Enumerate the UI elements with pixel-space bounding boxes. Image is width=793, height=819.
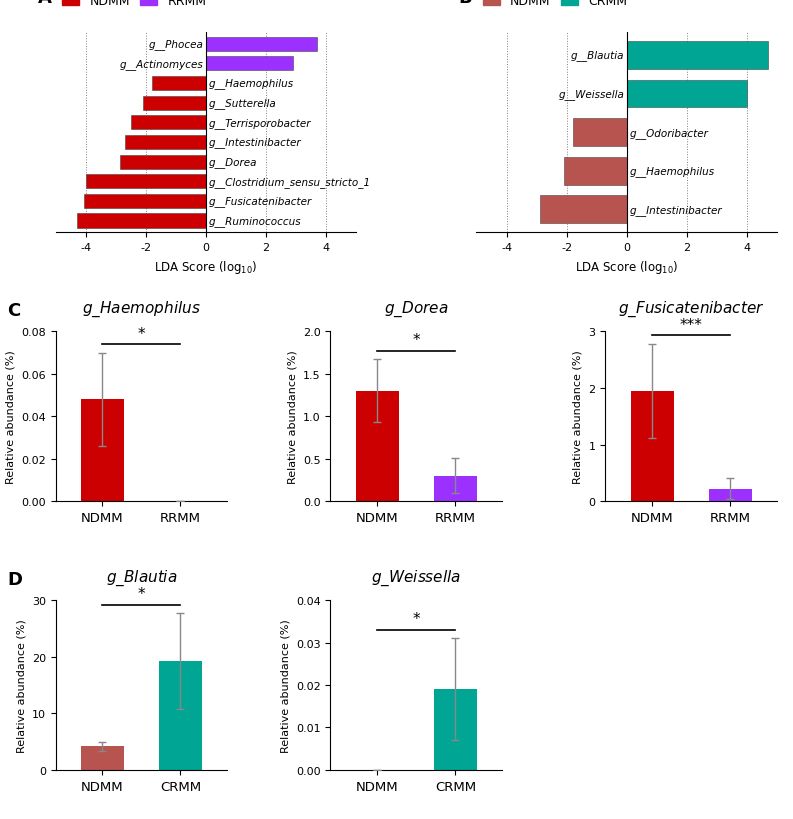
Text: g__Terrisporobacter: g__Terrisporobacter (209, 118, 311, 129)
Bar (206, 57, 293, 71)
Bar (626, 42, 768, 70)
Bar (573, 119, 626, 147)
Text: B: B (458, 0, 472, 7)
Text: *: * (412, 333, 420, 348)
Bar (434, 476, 477, 501)
Bar (81, 746, 124, 770)
Text: g__Ruminococcus: g__Ruminococcus (209, 216, 301, 227)
Title: $\it{g\_Dorea}$: $\it{g\_Dorea}$ (384, 300, 449, 319)
Bar (81, 400, 124, 501)
Bar (151, 77, 206, 91)
Text: C: C (7, 301, 21, 319)
Y-axis label: Relative abundance (%): Relative abundance (%) (281, 618, 290, 752)
Bar (86, 175, 206, 189)
X-axis label: LDA Score (log$_{10}$): LDA Score (log$_{10}$) (575, 258, 679, 275)
Bar (84, 195, 206, 209)
Text: ***: *** (680, 318, 703, 333)
Bar (434, 690, 477, 770)
Text: g__Haemophilus: g__Haemophilus (629, 166, 714, 177)
Bar (143, 97, 206, 111)
Y-axis label: Relative abundance (%): Relative abundance (%) (287, 350, 297, 483)
Bar (159, 662, 202, 770)
Legend: NDMM, RRMM: NDMM, RRMM (62, 0, 206, 8)
Bar (630, 391, 674, 501)
Text: g__Haemophilus: g__Haemophilus (209, 79, 293, 89)
Bar (125, 136, 206, 150)
Text: *: * (138, 586, 145, 601)
Bar (356, 391, 399, 501)
Text: g__Phocea: g__Phocea (148, 39, 204, 50)
Bar (131, 116, 206, 130)
Title: $\it{g\_Fusicatenibacter}$: $\it{g\_Fusicatenibacter}$ (618, 300, 764, 319)
Bar (539, 196, 626, 224)
Title: $\it{g\_Blautia}$: $\it{g\_Blautia}$ (105, 568, 177, 587)
Bar (626, 80, 747, 108)
Bar (77, 215, 206, 229)
Text: g__Intestinibacter: g__Intestinibacter (629, 205, 722, 215)
X-axis label: LDA Score (log$_{10}$): LDA Score (log$_{10}$) (154, 258, 258, 275)
Text: g__Weissella: g__Weissella (558, 89, 624, 100)
Y-axis label: Relative abundance (%): Relative abundance (%) (573, 350, 583, 483)
Text: g__Sutterella: g__Sutterella (209, 98, 276, 109)
Text: g__Blautia: g__Blautia (571, 51, 624, 61)
Bar (121, 156, 206, 170)
Text: D: D (7, 570, 22, 588)
Y-axis label: Relative abundance (%): Relative abundance (%) (6, 350, 16, 483)
Text: g__Actinomyces: g__Actinomyces (120, 59, 204, 70)
Bar (206, 38, 317, 52)
Y-axis label: Relative abundance (%): Relative abundance (%) (16, 618, 26, 752)
Text: *: * (412, 612, 420, 627)
Title: $\it{g\_Weissella}$: $\it{g\_Weissella}$ (371, 568, 462, 587)
Legend: NDMM, CRMM: NDMM, CRMM (483, 0, 627, 8)
Bar (709, 489, 752, 501)
Text: *: * (138, 326, 145, 342)
Text: g__Odoribacter: g__Odoribacter (629, 128, 708, 138)
Text: g__Intestinibacter: g__Intestinibacter (209, 138, 301, 148)
Text: A: A (37, 0, 52, 7)
Text: g__Dorea: g__Dorea (209, 157, 257, 168)
Title: $\it{g\_Haemophilus}$: $\it{g\_Haemophilus}$ (82, 300, 201, 319)
Bar (564, 157, 626, 185)
Text: g__Clostridium_sensu_stricto_1: g__Clostridium_sensu_stricto_1 (209, 177, 370, 188)
Text: g__Fusicatenibacter: g__Fusicatenibacter (209, 197, 312, 207)
